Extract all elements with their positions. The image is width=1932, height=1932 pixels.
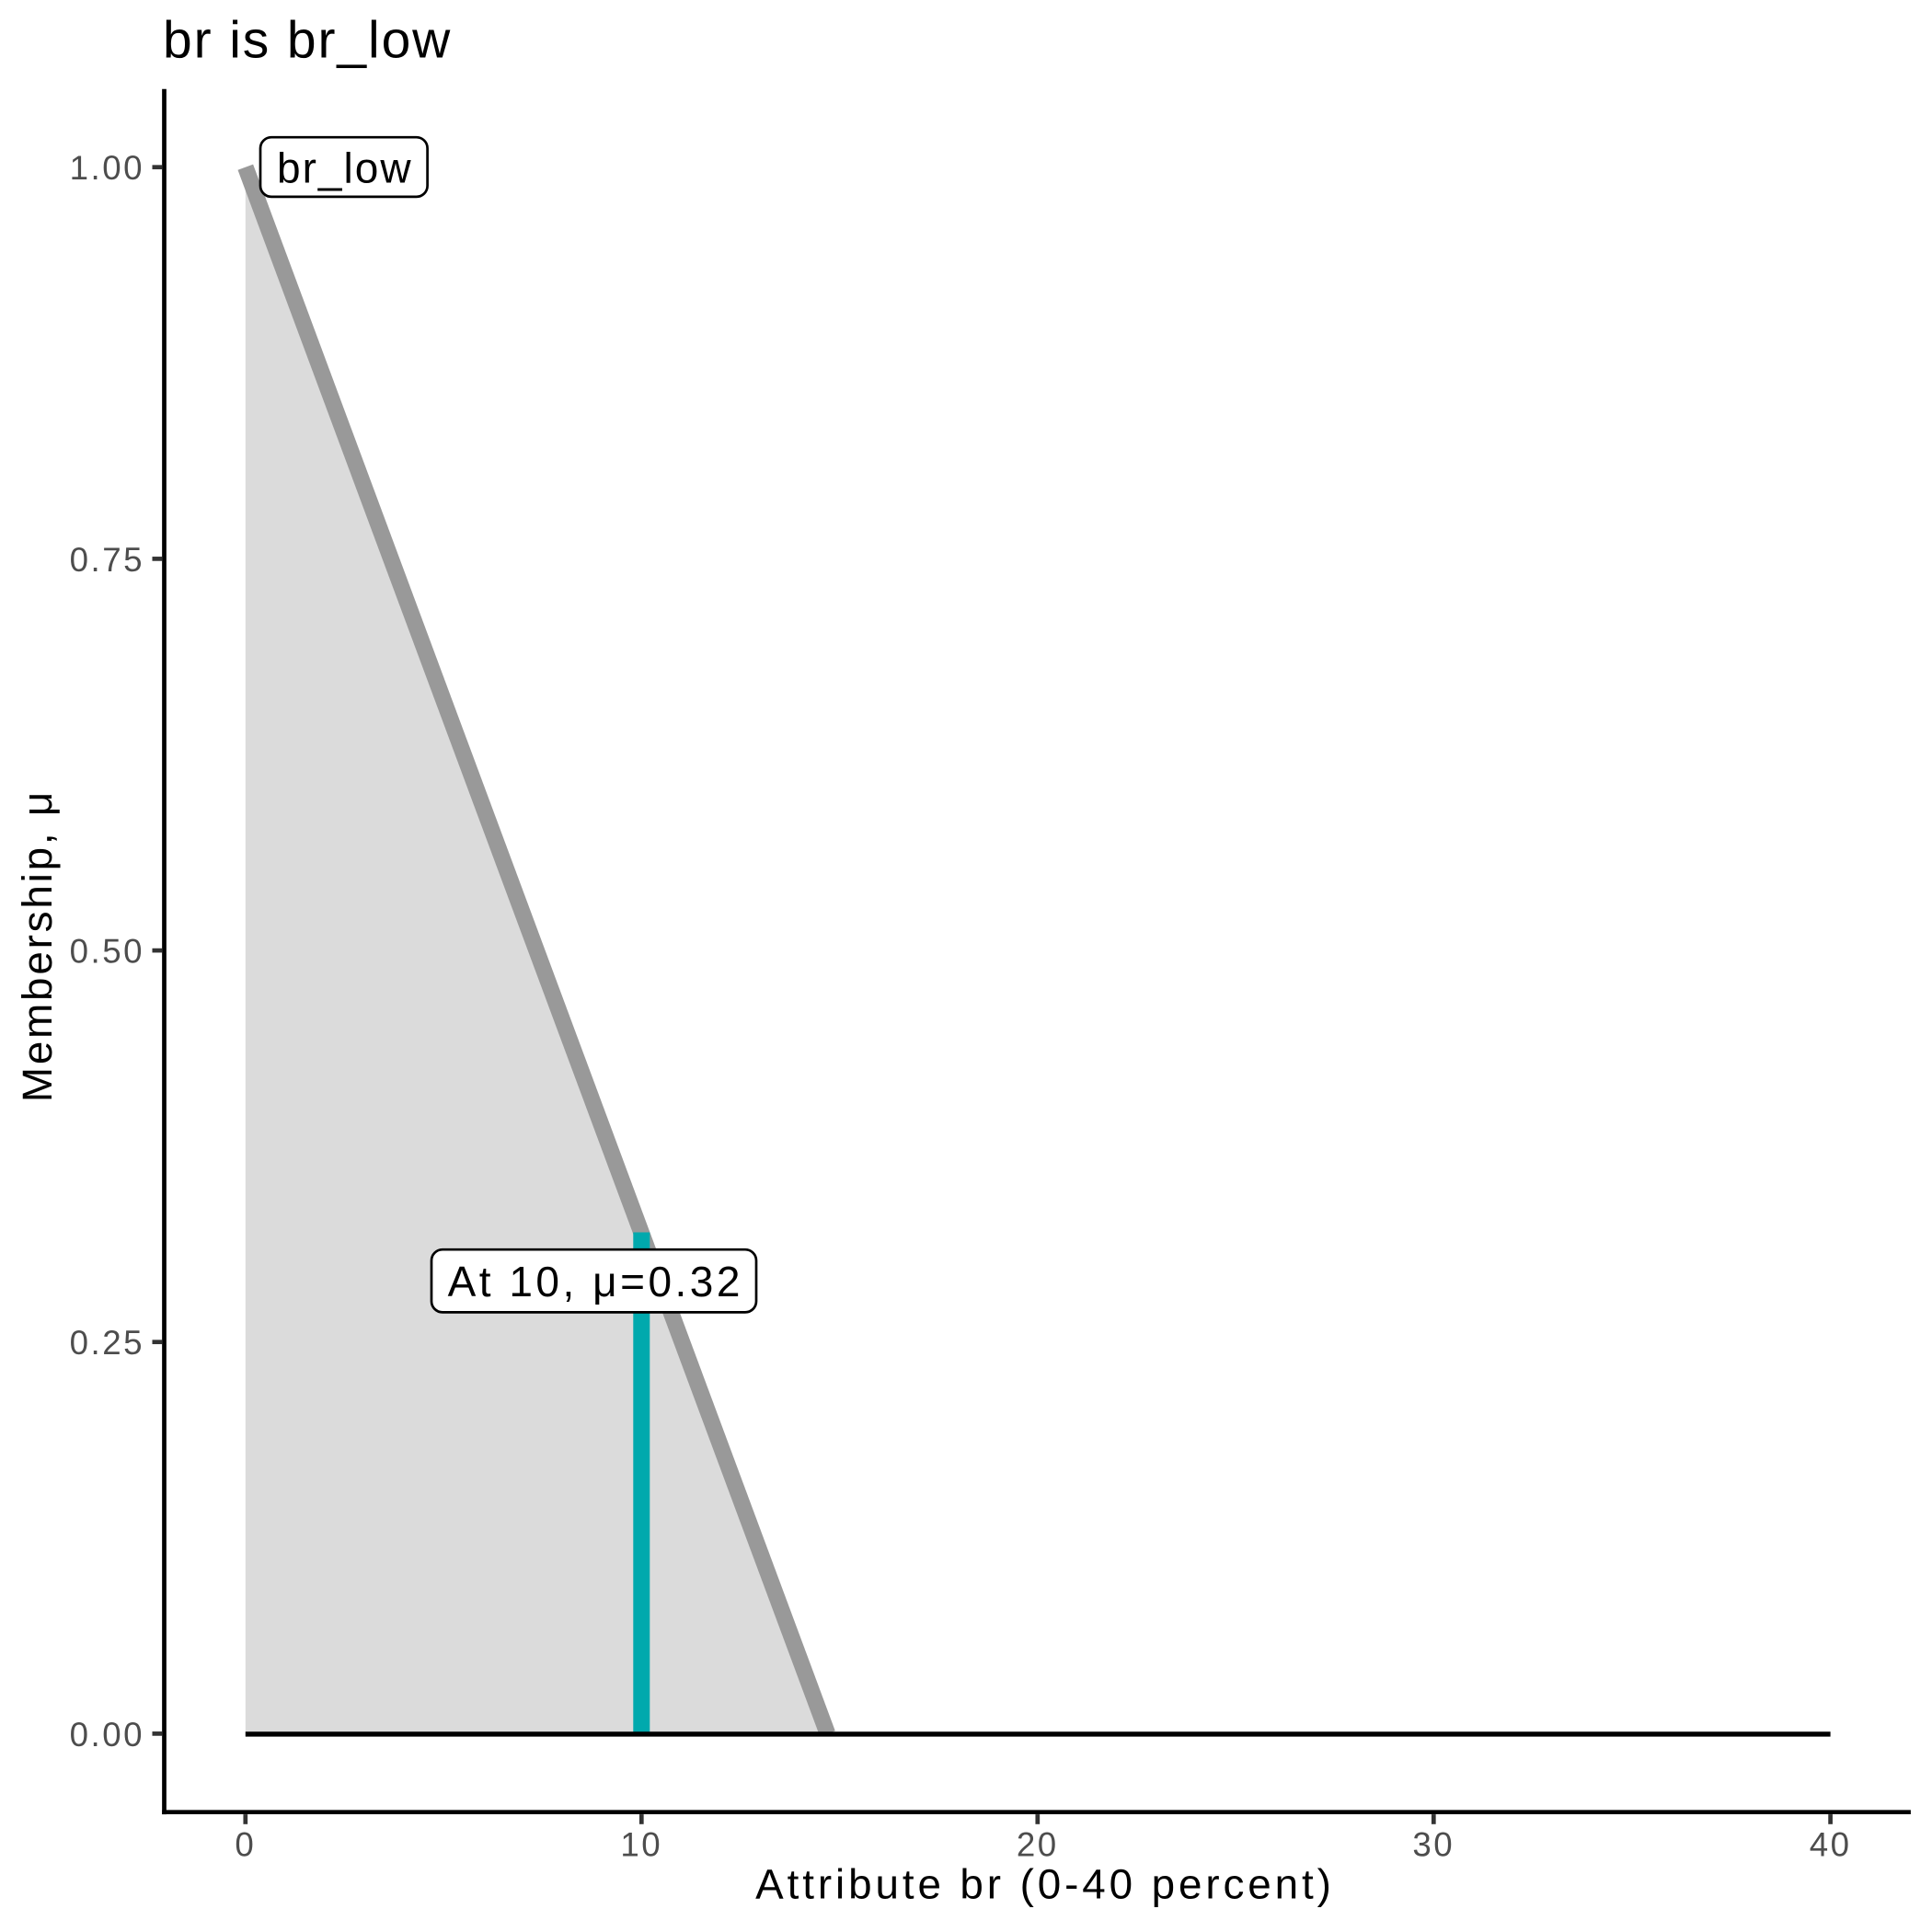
svg-text:0.25: 0.25 xyxy=(70,1324,144,1362)
svg-text:1.00: 1.00 xyxy=(70,149,144,187)
svg-text:0.75: 0.75 xyxy=(70,541,144,579)
svg-text:0: 0 xyxy=(235,1825,256,1863)
svg-text:0.50: 0.50 xyxy=(70,933,144,971)
svg-text:10: 10 xyxy=(620,1825,662,1863)
svg-text:br_low: br_low xyxy=(277,144,413,191)
svg-text:At 10, μ=0.32: At 10, μ=0.32 xyxy=(448,1258,743,1305)
svg-text:0.00: 0.00 xyxy=(70,1716,144,1754)
svg-text:20: 20 xyxy=(1017,1825,1059,1863)
svg-text:br is br_low: br is br_low xyxy=(163,11,452,70)
svg-text:40: 40 xyxy=(1810,1825,1852,1863)
svg-text:Attribute br (0-40 percent): Attribute br (0-40 percent) xyxy=(755,1861,1335,1908)
svg-text:Membership, μ: Membership, μ xyxy=(14,789,61,1102)
svg-text:30: 30 xyxy=(1412,1825,1455,1863)
